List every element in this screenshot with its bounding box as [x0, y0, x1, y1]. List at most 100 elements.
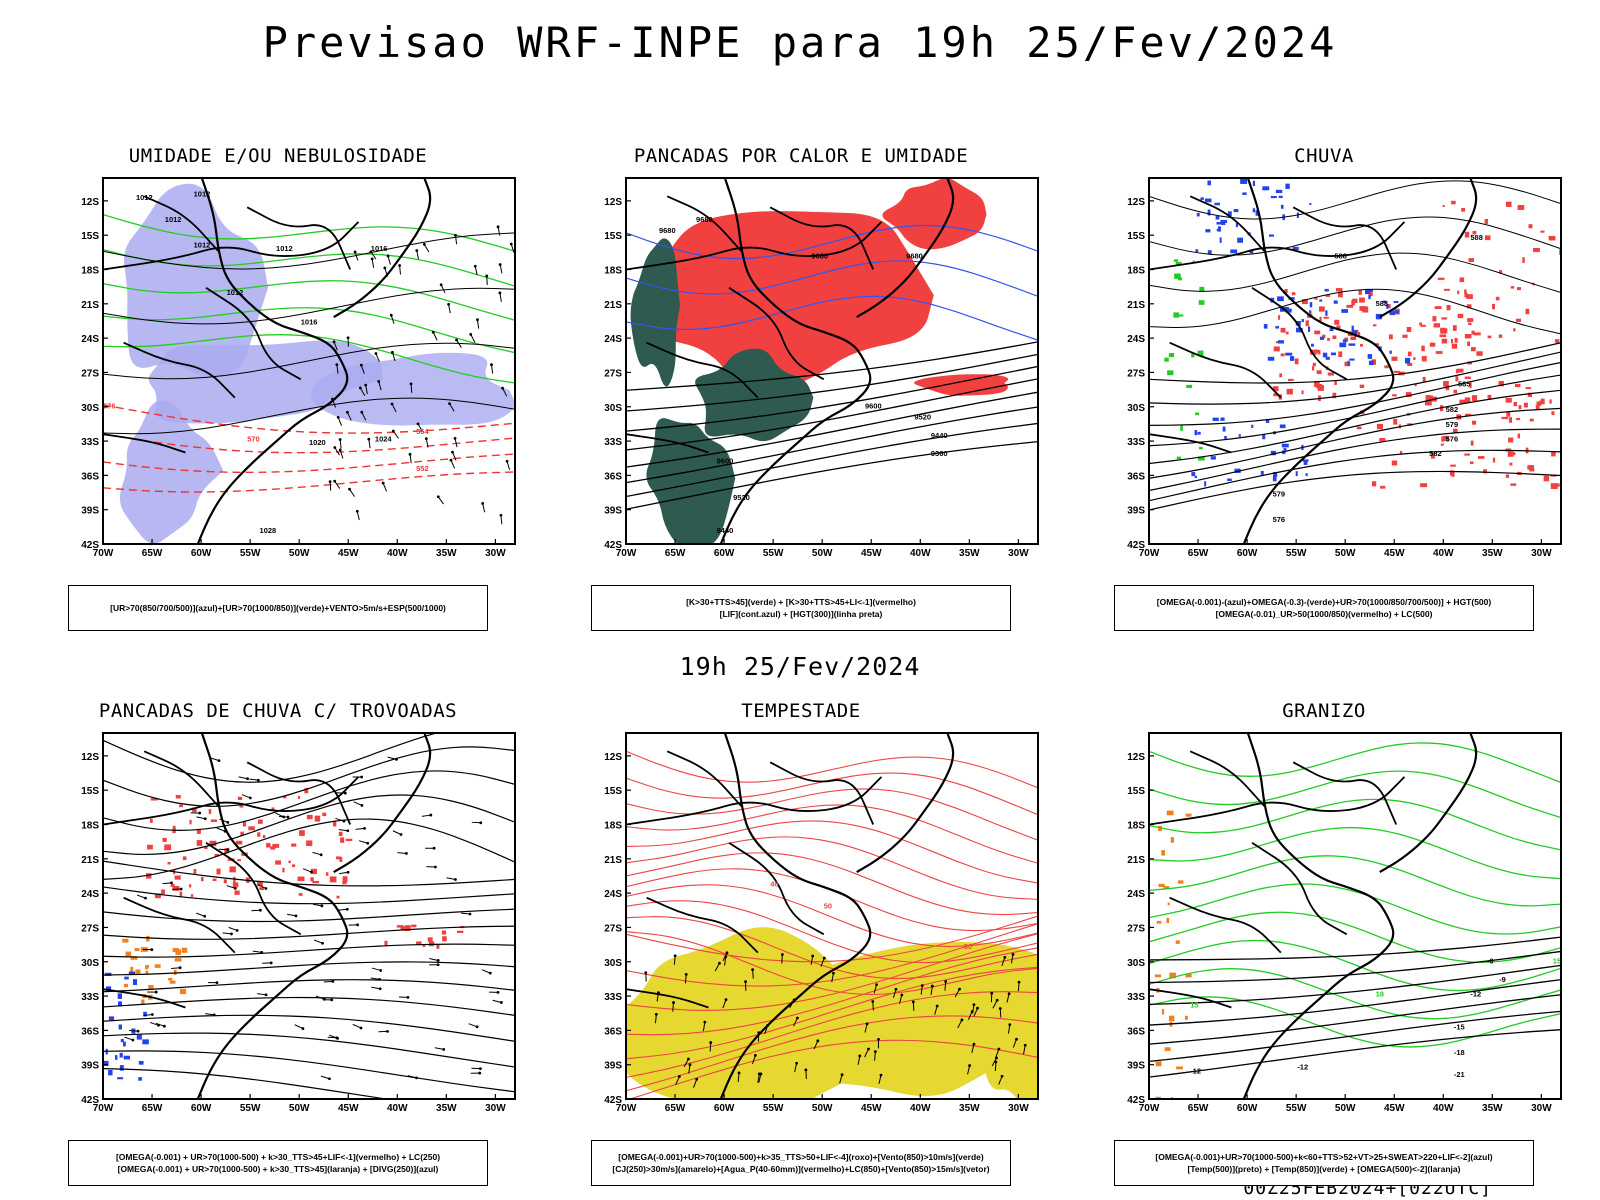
wind-vector-head — [346, 410, 349, 414]
precip-cell — [1174, 273, 1181, 279]
wind-vector-head — [935, 1004, 939, 1008]
contour-line — [1149, 742, 1561, 784]
wind-vector-head — [473, 264, 477, 268]
x-tick-label: 65W — [665, 548, 686, 559]
precip-cell — [1464, 453, 1471, 456]
wind-vector — [995, 1048, 1000, 1058]
precip-cell — [1214, 202, 1220, 206]
wind-vector-head — [235, 929, 239, 932]
precip-cell — [1268, 234, 1274, 237]
precip-cell — [1350, 336, 1357, 341]
precip-cell — [1294, 358, 1299, 365]
y-tick-label: 42S — [1127, 540, 1145, 551]
y-tick-label: 36S — [1127, 471, 1145, 482]
precip-cell — [304, 787, 309, 794]
contour-line — [626, 341, 1038, 391]
precip-cell — [240, 831, 244, 836]
wind-vector — [702, 1022, 706, 1032]
wind-vector-head — [332, 340, 336, 344]
y-tick-label: 12S — [81, 197, 99, 208]
wind-vector-head — [795, 1061, 799, 1065]
precip-cell — [147, 844, 153, 850]
y-tick-label: 27S — [604, 368, 622, 379]
precip-cell — [1446, 304, 1451, 311]
y-tick-label: 33S — [1127, 992, 1145, 1003]
precip-cell — [1207, 180, 1211, 186]
wind-vector-head — [233, 886, 237, 890]
y-tick-label: 39S — [1127, 506, 1145, 517]
wind-vector — [416, 250, 419, 260]
precip-cell — [1554, 339, 1560, 343]
precip-cell — [1168, 353, 1175, 358]
precip-cell — [1449, 470, 1454, 476]
precip-cell — [411, 924, 417, 928]
wind-vector-head — [301, 1027, 305, 1030]
precip-cell — [1358, 290, 1362, 295]
contour-label: 1024 — [375, 435, 393, 444]
precip-cell — [1177, 880, 1184, 884]
wind-vector — [407, 1075, 417, 1079]
plot-frame — [1148, 732, 1562, 1100]
wind-vector-head — [330, 998, 334, 1002]
precip-cell — [282, 795, 287, 799]
contour-line — [1149, 826, 1561, 880]
y-tick-label: 12S — [604, 197, 622, 208]
precip-cell — [1335, 288, 1343, 292]
precip-cell — [1517, 205, 1525, 210]
wind-vector — [805, 1069, 807, 1079]
y-tick-label: 21S — [604, 855, 622, 866]
precip-cell — [335, 856, 341, 860]
wind-vector-head — [481, 502, 485, 505]
coastline — [719, 178, 872, 544]
wind-vector-head — [363, 826, 366, 830]
contour-line — [103, 307, 515, 354]
precip-cell — [1441, 317, 1448, 320]
precip-cell — [1551, 451, 1556, 457]
wind-vector — [482, 503, 486, 513]
wind-vector — [252, 950, 262, 953]
contour-label: 564 — [416, 427, 429, 436]
wind-vector — [136, 894, 146, 899]
precip-cell — [312, 881, 320, 884]
legend-box: [OMEGA(-0.001)+UR>70(1000-500)+k>35_TTS>… — [591, 1140, 1011, 1186]
contour-label: 579 — [1446, 420, 1459, 429]
x-tick-label: 30W — [485, 548, 506, 559]
precip-cell — [224, 848, 229, 854]
precip-cell — [214, 853, 219, 857]
precip-cell — [108, 1016, 115, 1021]
precip-cell — [1472, 420, 1477, 425]
wind-vector-head — [336, 415, 340, 419]
contour-label: 18 — [1376, 990, 1384, 999]
y-tick-label: 42S — [604, 1095, 622, 1106]
contour-line — [626, 224, 1038, 260]
country-border — [1292, 761, 1398, 825]
x-tick-label: 70W — [1139, 548, 1160, 559]
x-tick-label: 40W — [1433, 548, 1454, 559]
precip-cell — [1380, 485, 1386, 489]
wind-vector — [370, 977, 380, 980]
y-tick-label: 30S — [604, 403, 622, 414]
precip-cell — [1305, 320, 1309, 327]
precip-cell — [288, 860, 291, 864]
precip-cell — [1451, 200, 1456, 205]
precip-cell — [1262, 186, 1270, 191]
contour-line — [626, 923, 1038, 987]
wind-vector — [971, 1044, 975, 1054]
precip-cell — [1166, 810, 1174, 816]
contour-label: 9600 — [717, 456, 734, 465]
precip-cell — [1369, 289, 1374, 292]
country-border — [728, 287, 825, 381]
y-tick-label: 24S — [604, 334, 622, 345]
contour-label: 582 — [1446, 405, 1459, 414]
wind-vector-head — [369, 250, 373, 254]
precip-cell — [1166, 917, 1170, 923]
wind-vector — [1023, 1045, 1026, 1055]
precip-cell — [169, 980, 176, 984]
y-tick-label: 18S — [81, 821, 99, 832]
precip-cell — [1466, 304, 1472, 309]
precip-cell — [1285, 183, 1290, 189]
plot-layer: 588 588 588 585 582 579 576 582 579 576 — [1149, 178, 1561, 544]
panel-trovoadas: PANCADAS DE CHUVA C/ TROVOADAS 70W 65W 60W… — [48, 700, 516, 1186]
precip-cell — [1505, 397, 1512, 403]
contour-label: 552 — [416, 464, 429, 473]
